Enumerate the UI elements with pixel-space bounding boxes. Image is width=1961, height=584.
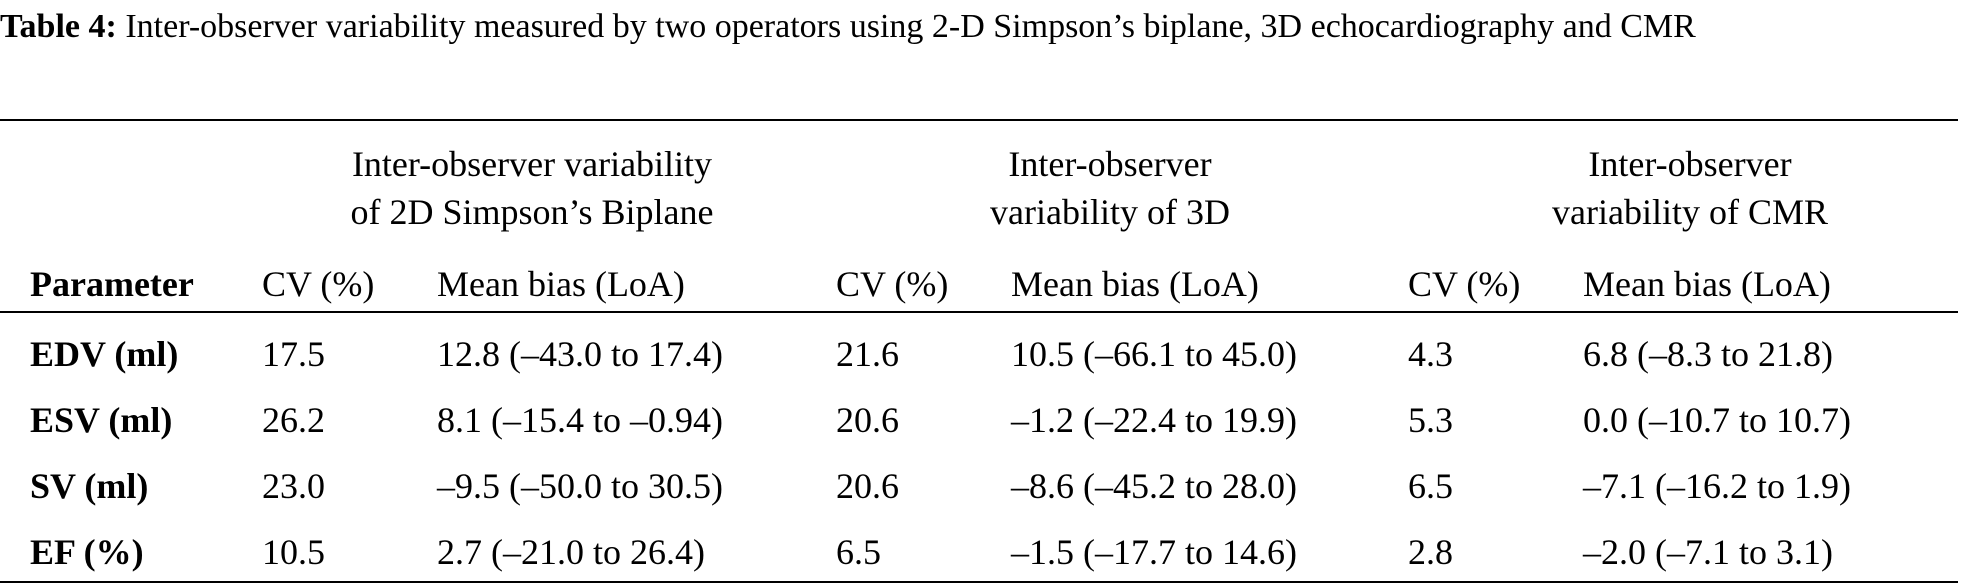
group-header-3d-line1: Inter-observer xyxy=(1008,144,1212,184)
cv-2d-cell: 23.0 xyxy=(262,466,325,506)
cv-3d-cell: 21.6 xyxy=(836,334,899,374)
bias-3d-cell: 10.5 (–66.1 to 45.0) xyxy=(1011,334,1297,374)
group-header-cmr: Inter-observer variability of CMR xyxy=(1490,140,1890,236)
column-header-bias-3d: Mean bias (LoA) xyxy=(1011,264,1259,304)
caption-text: Inter-observer variability measured by t… xyxy=(125,8,1696,45)
column-header-cv-cmr: CV (%) xyxy=(1408,264,1521,304)
bias-2d-cell: 2.7 (–21.0 to 26.4) xyxy=(437,532,705,572)
top-rule xyxy=(0,119,1958,121)
caption-label: Table 4: xyxy=(0,8,117,45)
column-header-bias-cmr: Mean bias (LoA) xyxy=(1583,264,1831,304)
column-header-bias-2d: Mean bias (LoA) xyxy=(437,264,685,304)
cv-3d-cell: 20.6 xyxy=(836,400,899,440)
bias-cmr-cell: 6.8 (–8.3 to 21.8) xyxy=(1583,334,1833,374)
bias-2d-cell: 8.1 (–15.4 to –0.94) xyxy=(437,400,723,440)
cv-cmr-cell: 6.5 xyxy=(1408,466,1453,506)
column-header-cv-2d: CV (%) xyxy=(262,264,375,304)
bias-2d-cell: –9.5 (–50.0 to 30.5) xyxy=(437,466,723,506)
group-header-cmr-line2: variability of CMR xyxy=(1552,192,1828,232)
cv-cmr-cell: 2.8 xyxy=(1408,532,1453,572)
bias-cmr-cell: 0.0 (–10.7 to 10.7) xyxy=(1583,400,1851,440)
column-header-parameter: Parameter xyxy=(30,264,194,304)
column-header-cv-3d: CV (%) xyxy=(836,264,949,304)
cv-2d-cell: 17.5 xyxy=(262,334,325,374)
bias-3d-cell: –1.2 (–22.4 to 19.9) xyxy=(1011,400,1297,440)
cv-cmr-cell: 4.3 xyxy=(1408,334,1453,374)
group-header-cmr-line1: Inter-observer xyxy=(1588,144,1792,184)
row-label: SV (ml) xyxy=(30,466,149,506)
bias-2d-cell: 12.8 (–43.0 to 17.4) xyxy=(437,334,723,374)
table-caption: Table 4: Inter-observer variability meas… xyxy=(0,4,1958,50)
cv-3d-cell: 6.5 xyxy=(836,532,881,572)
bias-cmr-cell: –2.0 (–7.1 to 3.1) xyxy=(1583,532,1833,572)
cv-3d-cell: 20.6 xyxy=(836,466,899,506)
row-label: EF (%) xyxy=(30,532,144,572)
cv-2d-cell: 10.5 xyxy=(262,532,325,572)
group-header-2d-line1: Inter-observer variability xyxy=(351,144,713,184)
bias-cmr-cell: –7.1 (–16.2 to 1.9) xyxy=(1583,466,1851,506)
row-label: EDV (ml) xyxy=(30,334,179,374)
header-rule xyxy=(0,311,1958,313)
row-label: ESV (ml) xyxy=(30,400,173,440)
group-header-2d-line2: of 2D Simpson’s Biplane xyxy=(350,192,714,232)
group-header-2d: Inter-observer variability of 2D Simpson… xyxy=(262,140,802,236)
bias-3d-cell: –1.5 (–17.7 to 14.6) xyxy=(1011,532,1297,572)
bias-3d-cell: –8.6 (–45.2 to 28.0) xyxy=(1011,466,1297,506)
bottom-rule xyxy=(0,581,1958,583)
group-header-3d: Inter-observer variability of 3D xyxy=(920,140,1300,236)
cv-2d-cell: 26.2 xyxy=(262,400,325,440)
group-header-3d-line2: variability of 3D xyxy=(990,192,1230,232)
cv-cmr-cell: 5.3 xyxy=(1408,400,1453,440)
